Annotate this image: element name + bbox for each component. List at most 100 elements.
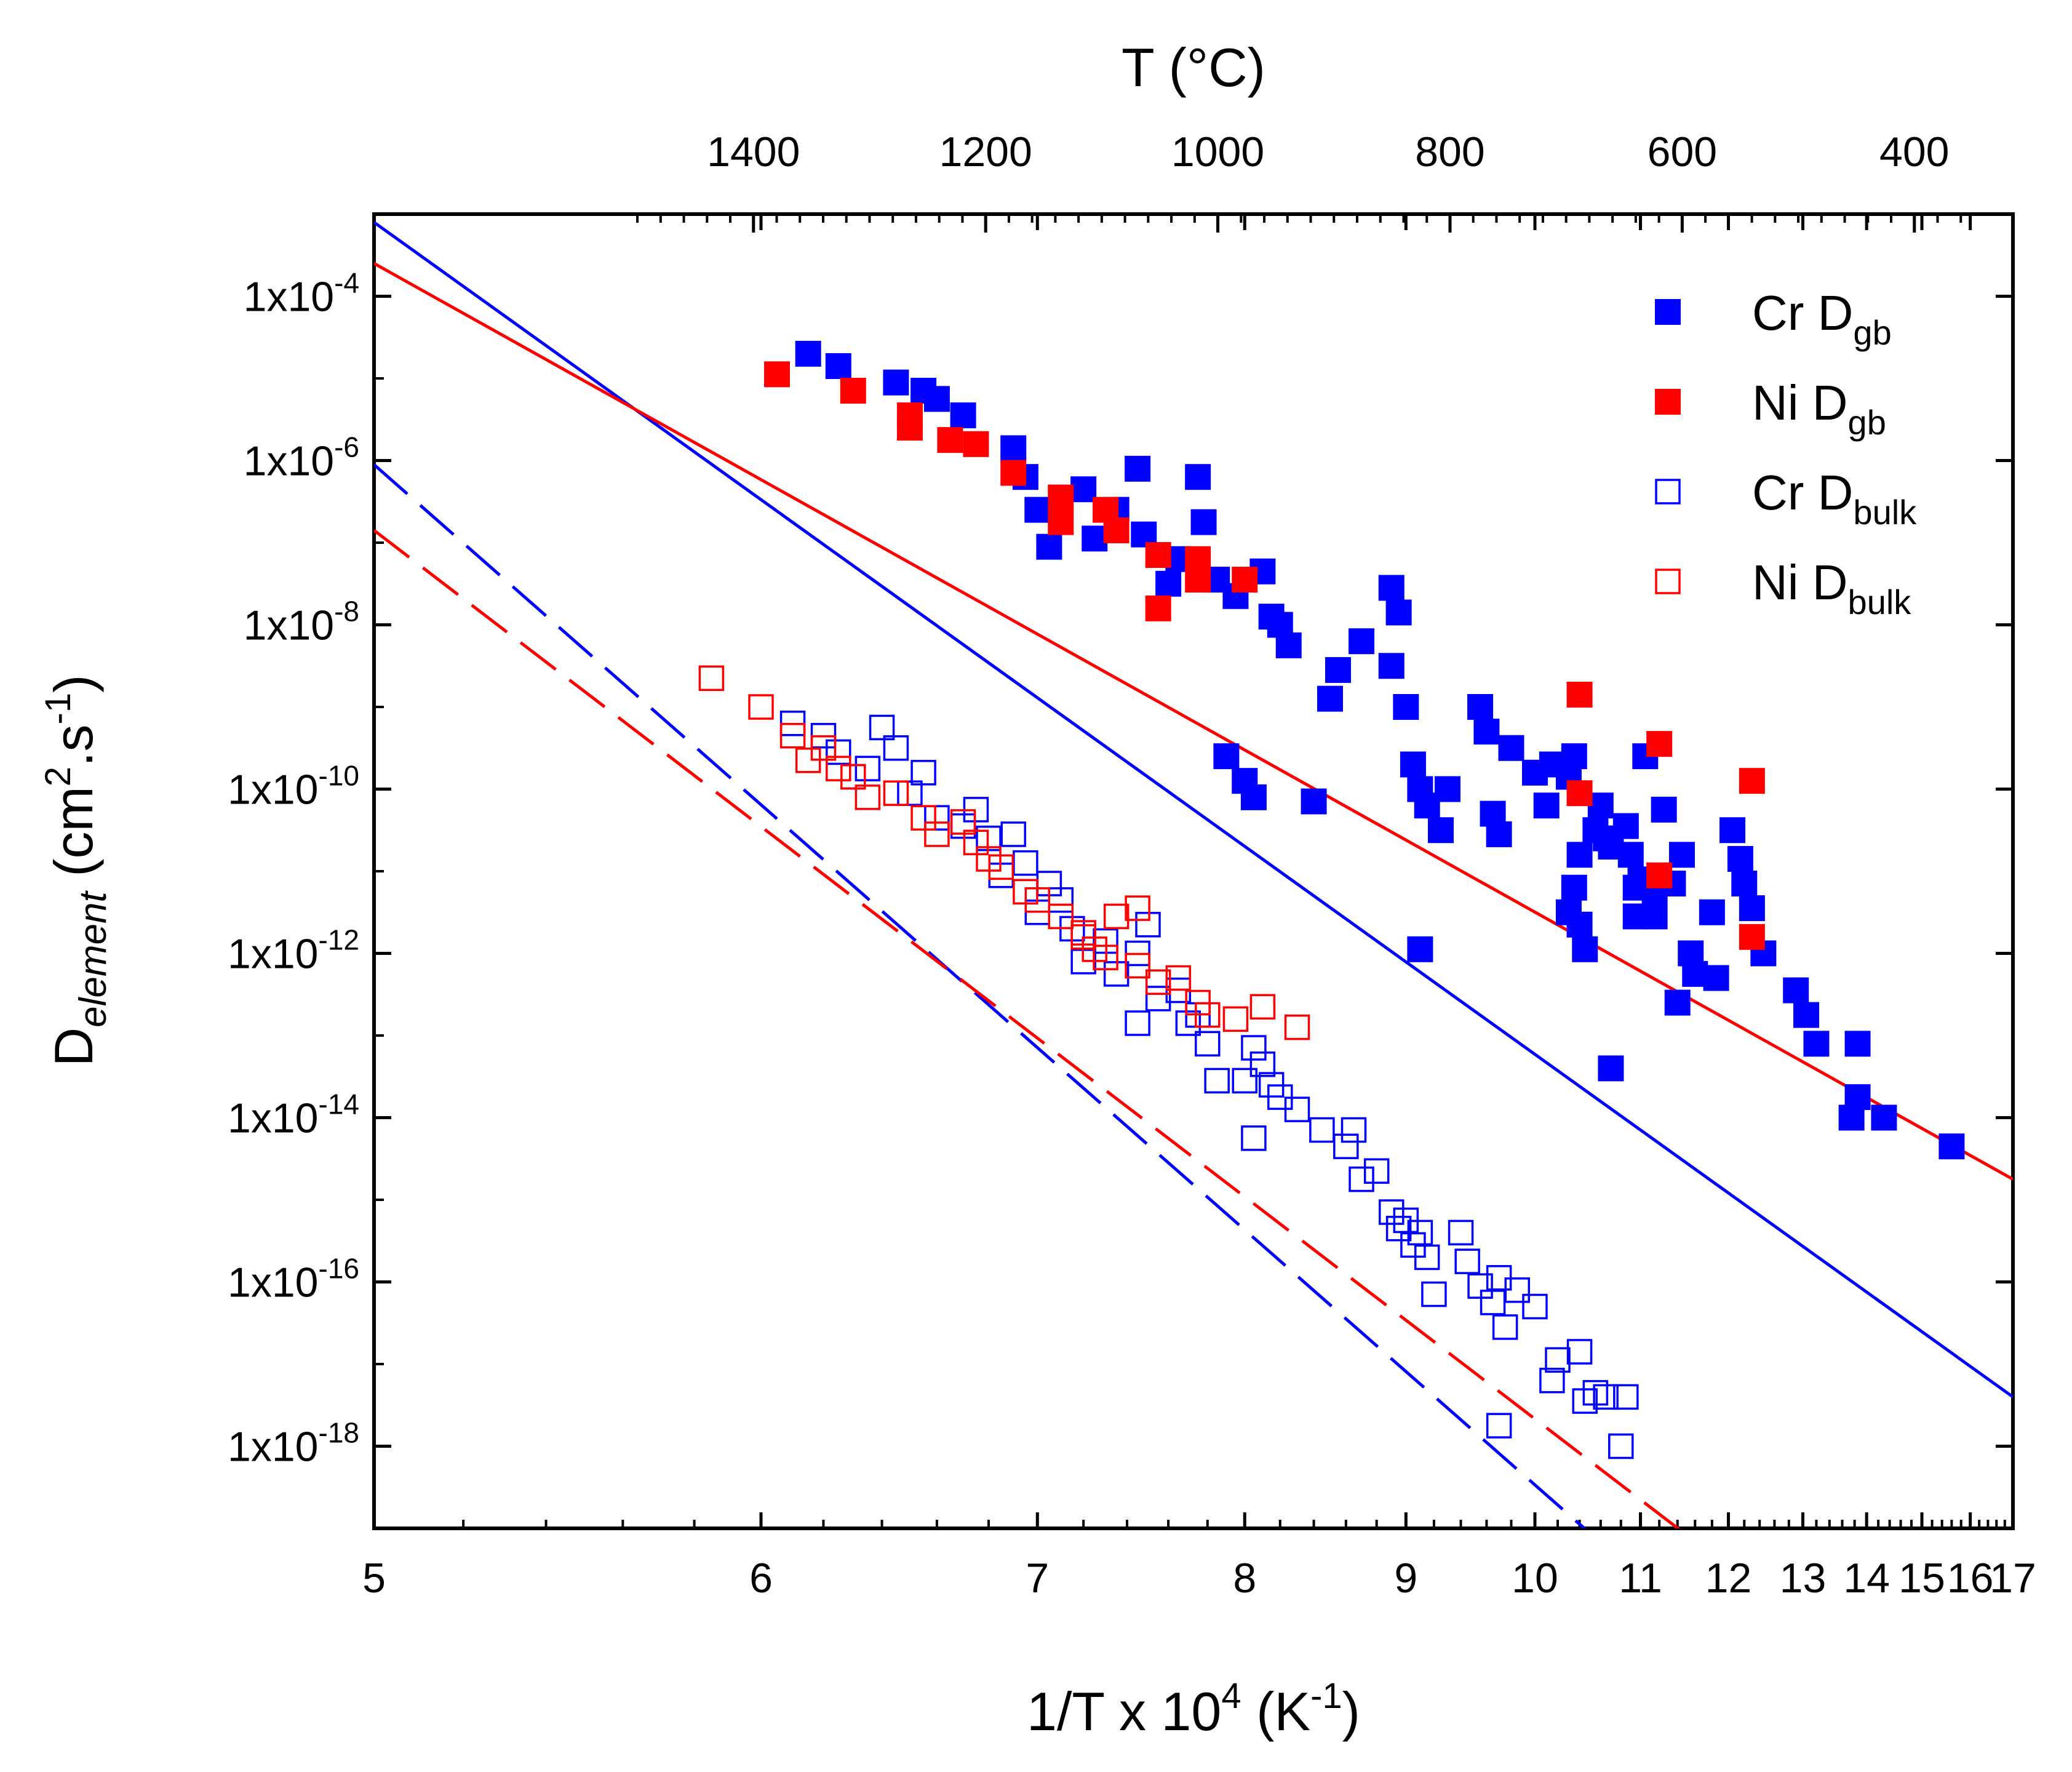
legend-label-ni_gb: Ni Dgb	[1752, 375, 1886, 442]
point-ni_bulk	[1103, 903, 1130, 930]
point-cr_bulk	[1232, 1068, 1257, 1094]
point-cr_bulk	[1448, 1219, 1474, 1246]
data-markers	[698, 340, 1965, 1459]
point-cr_gb	[1082, 525, 1108, 552]
legend-label-sub: gb	[1853, 313, 1891, 352]
point-cr_bulk	[1582, 1379, 1609, 1406]
point-cr_bulk	[855, 756, 881, 781]
point-ni_gb	[1048, 509, 1074, 535]
x-tick-label: 16	[1947, 1555, 1994, 1602]
point-cr_bulk	[1145, 986, 1171, 1012]
y-tick-label-exp: -16	[319, 1253, 359, 1285]
legend-label-main: Ni D	[1752, 375, 1848, 430]
point-cr_bulk	[924, 805, 950, 831]
point-cr_gb	[1561, 743, 1587, 770]
x-tick-label: 17	[1990, 1555, 2036, 1602]
point-cr_gb	[1036, 533, 1062, 560]
point-cr_bulk	[1486, 1413, 1512, 1439]
point-cr_gb	[1486, 821, 1512, 847]
x-tick-label: 6	[749, 1555, 773, 1602]
point-cr_bulk	[1454, 1248, 1480, 1274]
point-ni_bulk	[883, 780, 909, 806]
y-tick-label-exp: -12	[319, 924, 359, 956]
point-cr_gb	[1275, 632, 1302, 658]
top-axis-ticks: 1400 1200 1000 800 600 400	[636, 129, 1962, 233]
point-cr_gb	[1473, 719, 1500, 745]
legend-label-main: Ni D	[1752, 555, 1848, 610]
point-ni_bulk	[1070, 920, 1096, 946]
point-ni_bulk	[988, 854, 1014, 880]
x-tick-label: 8	[1233, 1555, 1256, 1602]
point-ni_bulk	[1093, 944, 1118, 970]
point-cr_gb	[1612, 813, 1639, 839]
point-cr_gb	[1434, 776, 1460, 802]
point-cr_bulk	[1284, 1096, 1310, 1122]
y-tick-label-exp: -18	[319, 1417, 359, 1449]
x-tick-label: 5	[362, 1555, 386, 1602]
point-cr_bulk	[1492, 1314, 1518, 1340]
point-ni_gb	[1739, 768, 1765, 794]
point-ni_gb	[1103, 517, 1130, 543]
point-cr_bulk	[1566, 1339, 1593, 1365]
point-cr_gb	[1641, 903, 1668, 930]
point-cr_gb	[923, 386, 950, 412]
y-tick-label-base: 1x10	[228, 1259, 318, 1306]
x-axis-title-unit-sup: -1	[1310, 1676, 1342, 1716]
point-ni_gb	[840, 378, 866, 404]
point-cr_gb	[1668, 842, 1695, 868]
point-cr_bulk	[826, 739, 851, 765]
legend-label-sub: gb	[1848, 403, 1886, 442]
y-tick-label-exp: -6	[334, 431, 359, 463]
point-cr_gb	[1617, 842, 1644, 868]
point-cr_gb	[1155, 570, 1182, 597]
point-cr_bulk	[869, 714, 895, 741]
point-ni_bulk	[840, 764, 866, 790]
y-axis-title-sup: 2	[38, 767, 78, 786]
point-cr_gb	[1400, 751, 1426, 778]
point-ni_gb	[896, 415, 923, 441]
point-ni_gb	[937, 427, 963, 453]
point-cr_gb	[1378, 653, 1405, 679]
point-cr_gb	[795, 340, 821, 367]
point-cr_gb	[1572, 936, 1598, 962]
x-axis-title-close: )	[1342, 1681, 1360, 1742]
x-tick-label: 10	[1512, 1555, 1558, 1602]
point-cr_gb	[1566, 911, 1593, 938]
point-ni_bulk	[910, 805, 936, 831]
point-cr_gb	[825, 353, 851, 379]
point-cr_gb	[1349, 628, 1375, 655]
point-cr_bulk	[1000, 821, 1026, 847]
point-cr_gb	[1566, 842, 1593, 868]
point-cr_bulk	[1407, 1219, 1433, 1246]
point-ni_bulk	[1195, 1002, 1221, 1028]
point-ni_gb	[1566, 681, 1593, 708]
top-axis-title: T (°C)	[1122, 37, 1265, 98]
point-cr_gb	[1727, 845, 1753, 872]
legend-label-ni_bulk: Ni Dbulk	[1752, 555, 1911, 621]
x-axis-title-unit: (K	[1241, 1681, 1310, 1742]
point-cr_bulk	[1545, 1347, 1571, 1373]
point-ni_gb	[1185, 567, 1211, 593]
point-cr_gb	[1561, 874, 1587, 901]
point-ni_bulk	[698, 665, 725, 692]
point-ni_bulk	[1249, 994, 1276, 1020]
top-tick-label: 1200	[939, 129, 1032, 175]
point-cr_gb	[1719, 817, 1746, 844]
point-ni_gb	[1739, 924, 1765, 950]
point-cr_gb	[1385, 599, 1412, 626]
point-cr_gb	[1125, 455, 1151, 482]
point-cr_bulk	[1341, 1117, 1367, 1143]
y-axis-title-main: D	[43, 1028, 104, 1067]
point-ni_gb	[1646, 862, 1673, 888]
point-ni_gb	[763, 361, 790, 388]
fit-line-ni_bulk	[374, 529, 1681, 1528]
y-tick-label: 1x10-18	[228, 1417, 359, 1471]
point-cr_gb	[1213, 743, 1240, 770]
point-cr_bulk	[883, 735, 909, 761]
point-cr_gb	[1783, 977, 1809, 1004]
x-tick-label: 13	[1780, 1555, 1827, 1602]
point-cr_bulk	[1593, 1384, 1619, 1410]
point-cr_bulk	[1349, 1166, 1374, 1192]
point-cr_bulk	[1125, 1010, 1150, 1036]
